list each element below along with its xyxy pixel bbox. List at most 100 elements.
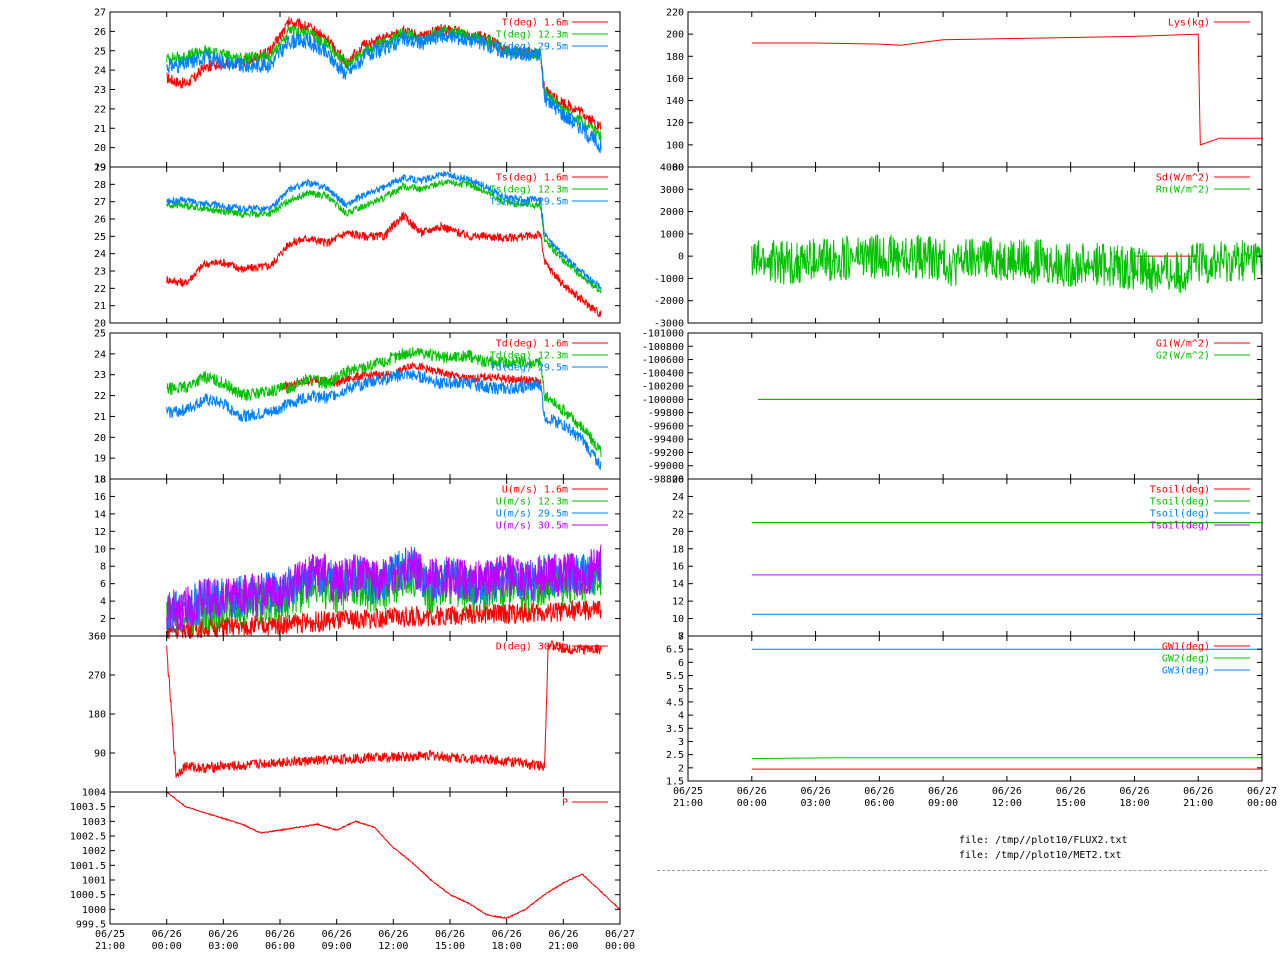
x-tick-label-time: 06:00 xyxy=(265,941,295,952)
y-tick-label-G: -100200 xyxy=(642,382,684,393)
y-tick-label-Tsoil: 18 xyxy=(672,544,684,555)
x-tick-label-time: 00:00 xyxy=(1247,798,1277,809)
y-tick-label-GW: 6 xyxy=(678,658,684,669)
x-tick-label-time: 12:00 xyxy=(378,941,408,952)
plot-frame-P xyxy=(109,791,621,925)
y-tick-label-D: 360 xyxy=(88,632,106,643)
y-tick-label-P: 1000 xyxy=(82,905,106,916)
x-tick-label-date: 06/25 xyxy=(673,786,703,797)
y-tick-label-Ts: 27 xyxy=(94,197,106,208)
legend-label-GW: GW2(deg) xyxy=(1162,654,1210,665)
y-tick-label-Ts: 28 xyxy=(94,180,106,191)
y-tick-label-G: -100000 xyxy=(642,395,684,406)
series-line-Rad-1 xyxy=(751,233,1263,294)
legend-label-U: U(m/s) 1.6m xyxy=(502,485,568,496)
y-tick-label-P: 1002 xyxy=(82,846,106,857)
legend-label-Ts: Ts(deg) 12.3m xyxy=(490,185,568,196)
y-tick-label-Td: 21 xyxy=(94,412,106,423)
y-tick-label-Rad: 4000 xyxy=(660,163,684,174)
x-tick-label-time: 09:00 xyxy=(928,798,958,809)
legend-label-T: T(deg) 1.6m xyxy=(502,18,568,29)
x-tick-label-time: 21:00 xyxy=(1183,798,1213,809)
plot-frame-Rad xyxy=(687,166,1263,324)
legend-label-Tsoil: Tsoil(deg) xyxy=(1150,485,1210,496)
y-tick-label-GW: 5 xyxy=(678,684,684,695)
y-tick-label-D: 180 xyxy=(88,710,106,721)
y-tick-label-Rad: -2000 xyxy=(654,296,684,307)
y-tick-label-GW: 3.5 xyxy=(666,724,684,735)
plot-frame-GW xyxy=(687,635,1263,782)
y-tick-label-Lys: 180 xyxy=(666,52,684,63)
y-tick-label-P: 1002.5 xyxy=(70,832,106,843)
y-tick-label-Ts: 26 xyxy=(94,215,106,226)
x-tick-label-time: 18:00 xyxy=(492,941,522,952)
series-line-P-0 xyxy=(166,791,621,920)
y-tick-label-T: 25 xyxy=(94,46,106,57)
plot-frame-Ts xyxy=(109,166,621,324)
y-tick-label-Lys: 80 xyxy=(672,163,684,174)
footer-divider xyxy=(657,870,1267,871)
y-tick-label-Td: 19 xyxy=(94,454,106,465)
series-line-D-0 xyxy=(166,640,602,778)
x-tick-label-date: 06/26 xyxy=(928,786,958,797)
legend-label-Rad: Sd(W/m^2) xyxy=(1156,173,1210,184)
x-tick-label-date: 06/26 xyxy=(435,929,465,940)
y-tick-label-Rad: 2000 xyxy=(660,207,684,218)
y-tick-label-U: 10 xyxy=(94,544,106,555)
x-tick-label-date: 06/26 xyxy=(801,786,831,797)
x-tick-label-date: 06/26 xyxy=(737,786,767,797)
y-tick-label-G: -99400 xyxy=(648,435,684,446)
x-tick-label-time: 15:00 xyxy=(435,941,465,952)
legend-label-Ts: Ts(deg) 29.5m xyxy=(490,197,568,208)
y-tick-label-Lys: 200 xyxy=(666,30,684,41)
y-tick-label-T: 19 xyxy=(94,163,106,174)
y-tick-label-GW: 1.5 xyxy=(666,777,684,788)
y-tick-label-Lys: 100 xyxy=(666,140,684,151)
x-tick-label-time: 00:00 xyxy=(152,941,182,952)
y-tick-label-P: 1001 xyxy=(82,876,106,887)
x-tick-label-time: 21:00 xyxy=(548,941,578,952)
y-tick-label-G: -100800 xyxy=(642,342,684,353)
y-tick-label-GW: 3 xyxy=(678,737,684,748)
y-tick-label-Rad: 3000 xyxy=(660,185,684,196)
legend-label-Lys: Lys(kg) xyxy=(1168,18,1210,29)
y-tick-label-Tsoil: 26 xyxy=(672,475,684,486)
x-tick-label-time: 03:00 xyxy=(208,941,238,952)
y-tick-label-Rad: 0 xyxy=(678,252,684,263)
y-tick-label-Tsoil: 24 xyxy=(672,492,684,503)
series-line-U-0 xyxy=(166,599,602,640)
y-tick-label-Td: 24 xyxy=(94,349,106,360)
y-tick-label-T: 22 xyxy=(94,104,106,115)
y-tick-label-Lys: 140 xyxy=(666,96,684,107)
y-tick-label-P: 1000.5 xyxy=(70,890,106,901)
footer-file-label: file: /tmp//plot10/MET2.txt xyxy=(959,850,1122,861)
y-tick-label-Lys: 220 xyxy=(666,8,684,19)
legend-label-GW: GW3(deg) xyxy=(1162,666,1210,677)
y-tick-label-Tsoil: 14 xyxy=(672,579,684,590)
legend-label-U: U(m/s) 12.3m xyxy=(496,497,568,508)
legend-label-D: D(deg) 30.5m xyxy=(496,642,568,653)
y-tick-label-Tsoil: 16 xyxy=(672,562,684,573)
legend-label-G: G1(W/m^2) xyxy=(1156,339,1210,350)
y-tick-label-Ts: 21 xyxy=(94,301,106,312)
x-tick-label-time: 06:00 xyxy=(864,798,894,809)
y-tick-label-D: 270 xyxy=(88,671,106,682)
y-tick-label-Ts: 25 xyxy=(94,232,106,243)
series-line-U-3 xyxy=(166,544,602,631)
x-tick-label-date: 06/26 xyxy=(152,929,182,940)
y-tick-label-Lys: 160 xyxy=(666,74,684,85)
series-line-T-2 xyxy=(166,27,602,154)
y-tick-label-T: 21 xyxy=(94,124,106,135)
y-tick-label-U: 6 xyxy=(100,579,106,590)
x-tick-label-time: 12:00 xyxy=(992,798,1022,809)
x-tick-label-date: 06/26 xyxy=(265,929,295,940)
y-tick-label-Tsoil: 10 xyxy=(672,614,684,625)
legend-label-Tsoil: Tsoil(deg) xyxy=(1150,497,1210,508)
legend-label-Td: Td(deg) 12.3m xyxy=(490,351,568,362)
y-tick-label-Tsoil: 20 xyxy=(672,527,684,538)
x-tick-label-date: 06/26 xyxy=(378,929,408,940)
y-tick-label-Rad: -1000 xyxy=(654,274,684,285)
x-tick-label-date: 06/26 xyxy=(1119,786,1149,797)
y-tick-label-Ts: 29 xyxy=(94,163,106,174)
x-tick-label-date: 06/26 xyxy=(208,929,238,940)
